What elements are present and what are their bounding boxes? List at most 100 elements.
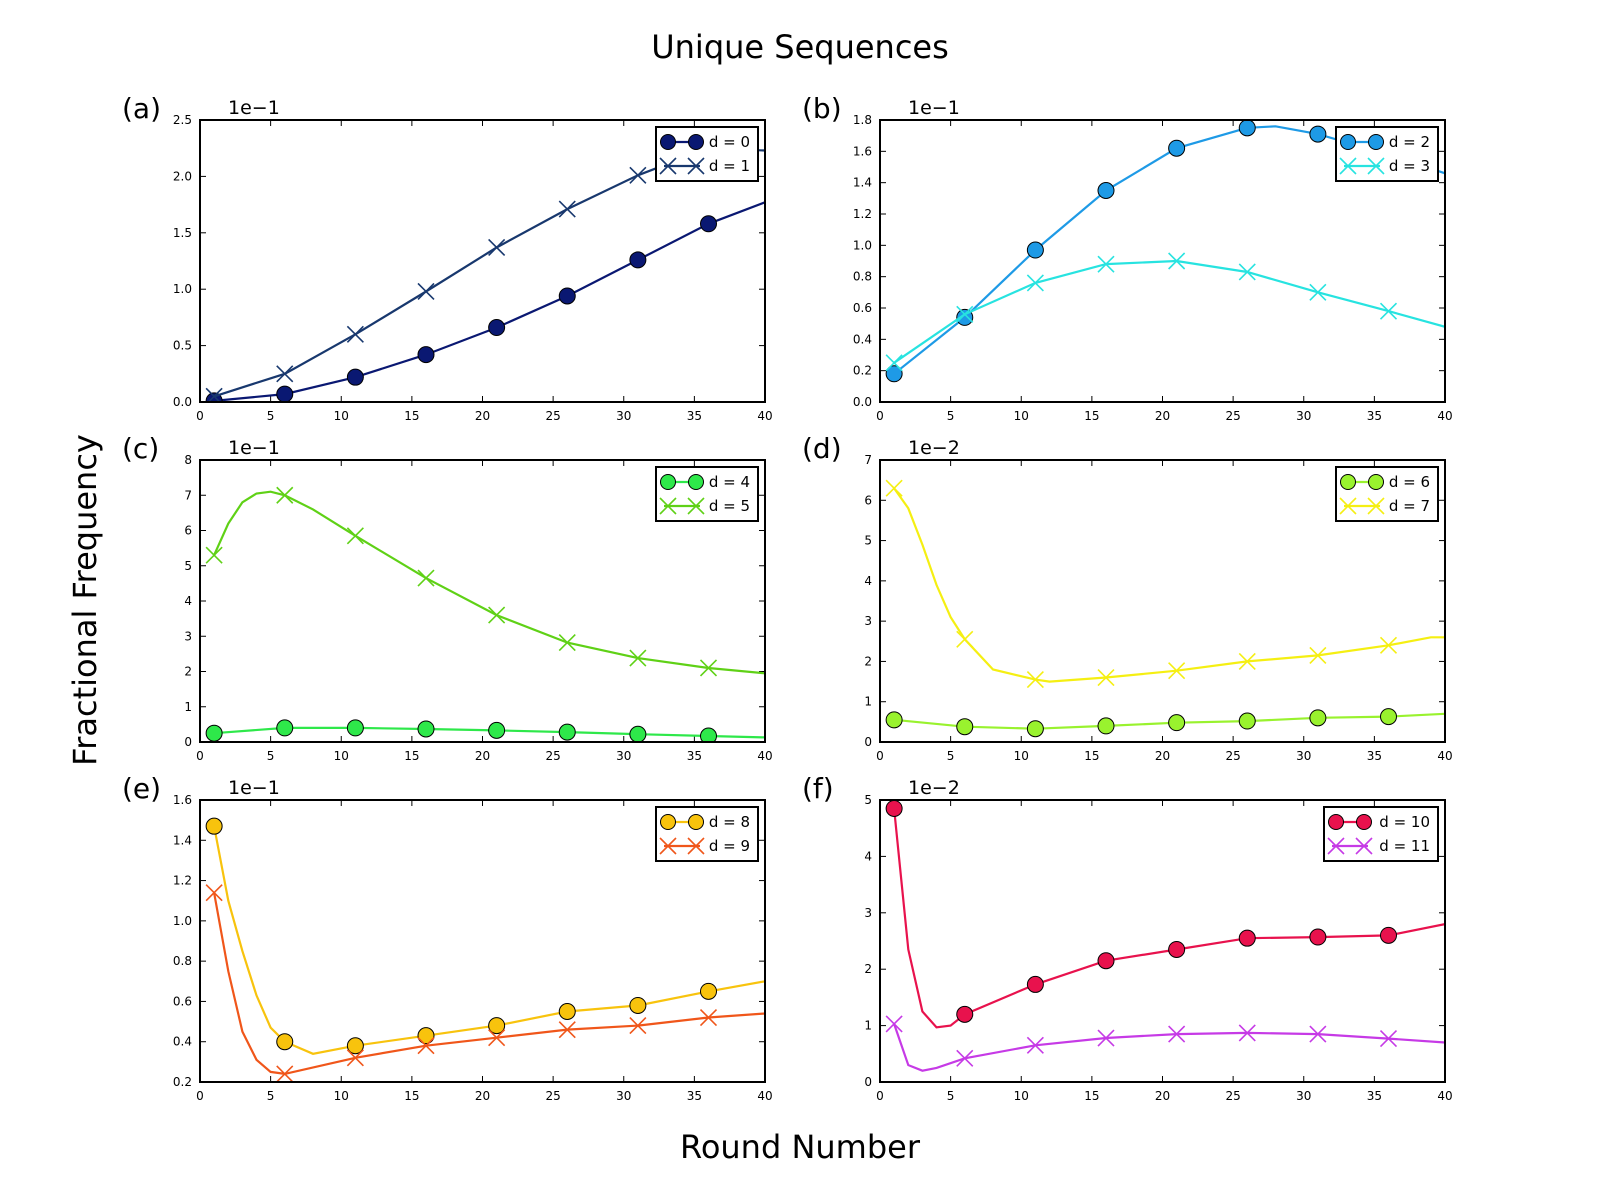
panel-e-legend-item: d = 9 xyxy=(659,837,750,855)
panel-e-series-d-8-point xyxy=(346,1037,364,1055)
panel-e-series-d-9-point xyxy=(417,1037,435,1055)
panel-f-xtick-label: 0 xyxy=(876,1089,884,1103)
legend-marker xyxy=(1368,474,1384,490)
panel-f-xtick-label: 40 xyxy=(1437,1089,1452,1103)
panel-a-series-d-0-point xyxy=(276,385,294,402)
panel-d-series-d-7-point xyxy=(885,479,903,497)
panel-d-series-d-6-point xyxy=(885,711,903,729)
panel-e-series-d-9-point xyxy=(276,1065,294,1082)
panel-f-series-d-11-point xyxy=(1379,1030,1398,1048)
panel-f-series-d-10-point xyxy=(1380,926,1397,944)
panel-d-series-d-7-point xyxy=(1168,662,1186,680)
panel-d-ytick-label: 2 xyxy=(864,654,872,668)
panel-e-multiplier: 1e−1 xyxy=(228,777,280,799)
panel-e-series-d-8-point xyxy=(700,982,717,1000)
panel-e-ytick-label: 1.6 xyxy=(173,793,192,807)
panel-b: (b) 1e−1 0 5 10 15 20 25 30 35 40 0.0 0.2 0.4 0.6 0.8 1.… xyxy=(802,92,1453,423)
panel-c-series-d-5-point xyxy=(558,634,576,652)
panel-e-frame xyxy=(199,799,766,1083)
legend-marker xyxy=(660,814,676,830)
legend-label: d = 4 xyxy=(709,473,750,491)
panel-f-legend-item: d = 11 xyxy=(1327,837,1430,855)
panel-a-ytick-label: 0.5 xyxy=(173,339,192,353)
panel-f-xtick-label: 35 xyxy=(1367,1089,1382,1103)
panel-f-ytick-label: 4 xyxy=(864,849,872,863)
panel-b-ytick-label: 0.8 xyxy=(853,270,872,284)
panel-e-legend-item: d = 8 xyxy=(660,813,750,831)
panel-a-xtick-label: 30 xyxy=(616,409,631,423)
legend-label: d = 1 xyxy=(709,157,750,175)
panel-d-ytick-label: 3 xyxy=(864,614,872,628)
panel-e-xtick-label: 10 xyxy=(334,1089,349,1103)
legend-marker xyxy=(687,157,705,175)
panel-b-legend-item: d = 3 xyxy=(1339,157,1430,175)
panel-c-series-d-5-point xyxy=(276,486,294,504)
panel-e-xtick-label: 35 xyxy=(687,1089,702,1103)
panel-c-xtick-label: 20 xyxy=(475,749,490,763)
panel-e-series-d-9-point xyxy=(629,1017,647,1035)
panel-c-ytick-label: 7 xyxy=(184,488,192,502)
panel-a-series-d-1-point xyxy=(558,200,576,218)
panel-e-ytick-label: 0.6 xyxy=(173,994,192,1008)
panel-f-series-d-11-line xyxy=(893,1023,1445,1072)
panel-c-xtick-label: 5 xyxy=(267,749,275,763)
legend-label: d = 8 xyxy=(709,813,750,831)
panel-e-ytick-label: 1.4 xyxy=(173,833,192,847)
panel-e-series-d-8-point xyxy=(417,1027,435,1045)
panel-d-multiplier: 1e−2 xyxy=(908,437,960,459)
panel-c-series-d-4-point xyxy=(700,727,717,742)
panel-a-frame xyxy=(199,119,766,403)
panel-b-xtick-label: 10 xyxy=(1014,409,1029,423)
legend-label: d = 9 xyxy=(709,837,750,855)
panel-d-series-d-7-point xyxy=(1026,670,1044,689)
panel-d-series-d-6-point xyxy=(1309,709,1327,727)
panel-c-ytick-label: 4 xyxy=(184,594,192,608)
panel-f-xtick-label: 10 xyxy=(1014,1089,1029,1103)
panel-d-series-d-7-point xyxy=(1097,668,1115,687)
panel-d-legend-item: d = 6 xyxy=(1340,473,1430,491)
panel-d-series-d-7-point xyxy=(1309,646,1327,664)
panel-f-ytick-label: 3 xyxy=(864,906,872,920)
panel-d-series-d-7-point xyxy=(1379,636,1398,654)
panel-e-series-d-9-point xyxy=(558,1021,576,1039)
panel-c-series-d-4-point xyxy=(205,724,223,742)
panel-e-series-d-8-line xyxy=(213,825,765,1055)
panel-f-series-d-10-point xyxy=(1026,975,1044,993)
legend-marker xyxy=(688,134,704,150)
panel-c-ytick-label: 6 xyxy=(184,524,192,538)
panel-a-series-d-1-point xyxy=(276,365,294,383)
legend-marker xyxy=(660,134,676,150)
panel-b-series-d-2-point xyxy=(885,365,903,383)
legend-marker xyxy=(1327,837,1345,855)
panel-d-series-d-7-point xyxy=(1238,652,1256,670)
panel-f-ytick-label: 5 xyxy=(864,793,872,807)
panel-c-series-d-5-point xyxy=(417,569,435,587)
panel-a-xtick-label: 10 xyxy=(334,409,349,423)
panel-a-ytick-label: 1.0 xyxy=(173,282,192,296)
panel-c-xtick-label: 0 xyxy=(196,749,204,763)
legend-marker xyxy=(1339,157,1357,175)
panel-a-series-d-0-point xyxy=(629,251,647,269)
panel-d-legend-item: d = 7 xyxy=(1339,497,1430,515)
panel-d-series-d-6-point xyxy=(956,718,974,736)
legend-marker xyxy=(659,157,677,175)
panel-a-ytick-label: 1.5 xyxy=(173,226,192,240)
figure-title: Unique Sequences xyxy=(651,28,949,66)
panel-d-xtick-label: 0 xyxy=(876,749,884,763)
panel-e-series-d-8-point xyxy=(488,1017,506,1035)
legend-marker xyxy=(659,497,677,515)
panel-e-ytick-label: 0.2 xyxy=(173,1075,192,1089)
legend-marker xyxy=(1328,814,1344,830)
panel-d-legend: d = 6 d = 7 xyxy=(1335,466,1439,522)
panel-c-xtick-label: 10 xyxy=(334,749,349,763)
panel-a-xtick-label: 15 xyxy=(404,409,419,423)
panel-e-series-d-8-point xyxy=(205,817,223,835)
panel-b-ytick-label: 1.2 xyxy=(853,207,872,221)
panel-a-legend: d = 0 d = 1 xyxy=(655,126,759,182)
panel-b-xtick-label: 25 xyxy=(1225,409,1240,423)
panel-b-series-d-3-point xyxy=(1309,283,1327,301)
panel-b-label: (b) xyxy=(802,92,842,125)
panel-d-ytick-label: 4 xyxy=(864,574,872,588)
